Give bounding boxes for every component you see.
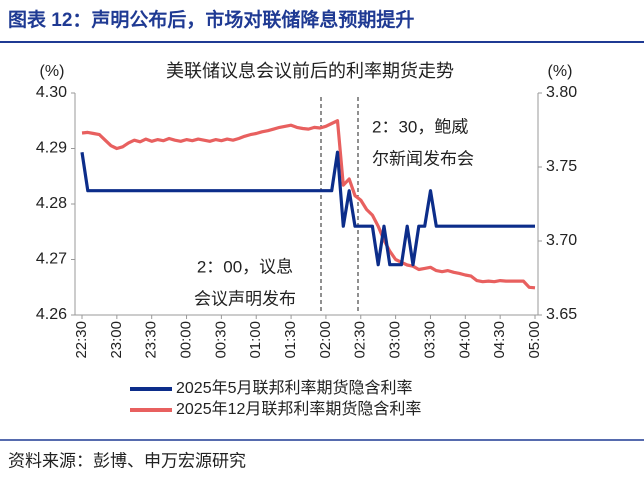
x-tick-label: 03:00: [387, 321, 404, 359]
annotation: 尔新闻发布会: [372, 149, 474, 168]
y2-tick-label: 3.75: [546, 158, 577, 175]
y2-axis-label: (%): [548, 63, 573, 80]
chart-title: 美联储议息会议前后的利率期货走势: [166, 61, 454, 81]
annotation: 2：00，议息: [197, 257, 293, 276]
x-tick-label: 01:30: [282, 321, 299, 359]
x-tick-label: 05:00: [526, 321, 543, 359]
x-tick-label: 00:30: [212, 321, 229, 359]
source: 资料来源：彭博、申万宏源研究: [8, 451, 246, 470]
y2-tick-label: 3.80: [546, 84, 577, 101]
x-tick-label: 22:30: [73, 321, 90, 359]
annotation: 2：30，鲍威: [372, 117, 468, 136]
x-tick-label: 02:00: [317, 321, 334, 359]
series-line: [81, 119, 536, 290]
x-tick-label: 00:00: [178, 321, 195, 359]
series-line: [80, 150, 535, 267]
annotation: 会议声明发布: [194, 289, 296, 308]
y-tick-label: 4.26: [36, 306, 67, 323]
x-tick-label: 01:00: [247, 321, 264, 359]
x-tick-label: 23:00: [108, 321, 125, 359]
x-tick-label: 03:30: [421, 321, 438, 359]
y-tick-label: 4.29: [36, 140, 67, 157]
legend-label: 2025年12月联邦利率期货隐含利率: [176, 400, 421, 418]
x-tick-label: 04:30: [491, 321, 508, 359]
legend-label: 2025年5月联邦利率期货隐含利率: [176, 379, 413, 397]
x-tick-label: 23:30: [143, 321, 160, 359]
y-tick-label: 4.27: [36, 251, 67, 268]
y-tick-label: 4.28: [36, 195, 67, 212]
y-axis-label: (%): [40, 63, 65, 80]
y2-tick-label: 3.70: [546, 232, 577, 249]
y-tick-label: 4.30: [36, 84, 67, 101]
x-tick-label: 04:00: [456, 321, 473, 359]
x-tick-label: 02:30: [352, 321, 369, 359]
y2-tick-label: 3.65: [546, 306, 577, 323]
header-title: 图表 12：声明公布后，市场对联储降息预期提升: [8, 8, 414, 31]
